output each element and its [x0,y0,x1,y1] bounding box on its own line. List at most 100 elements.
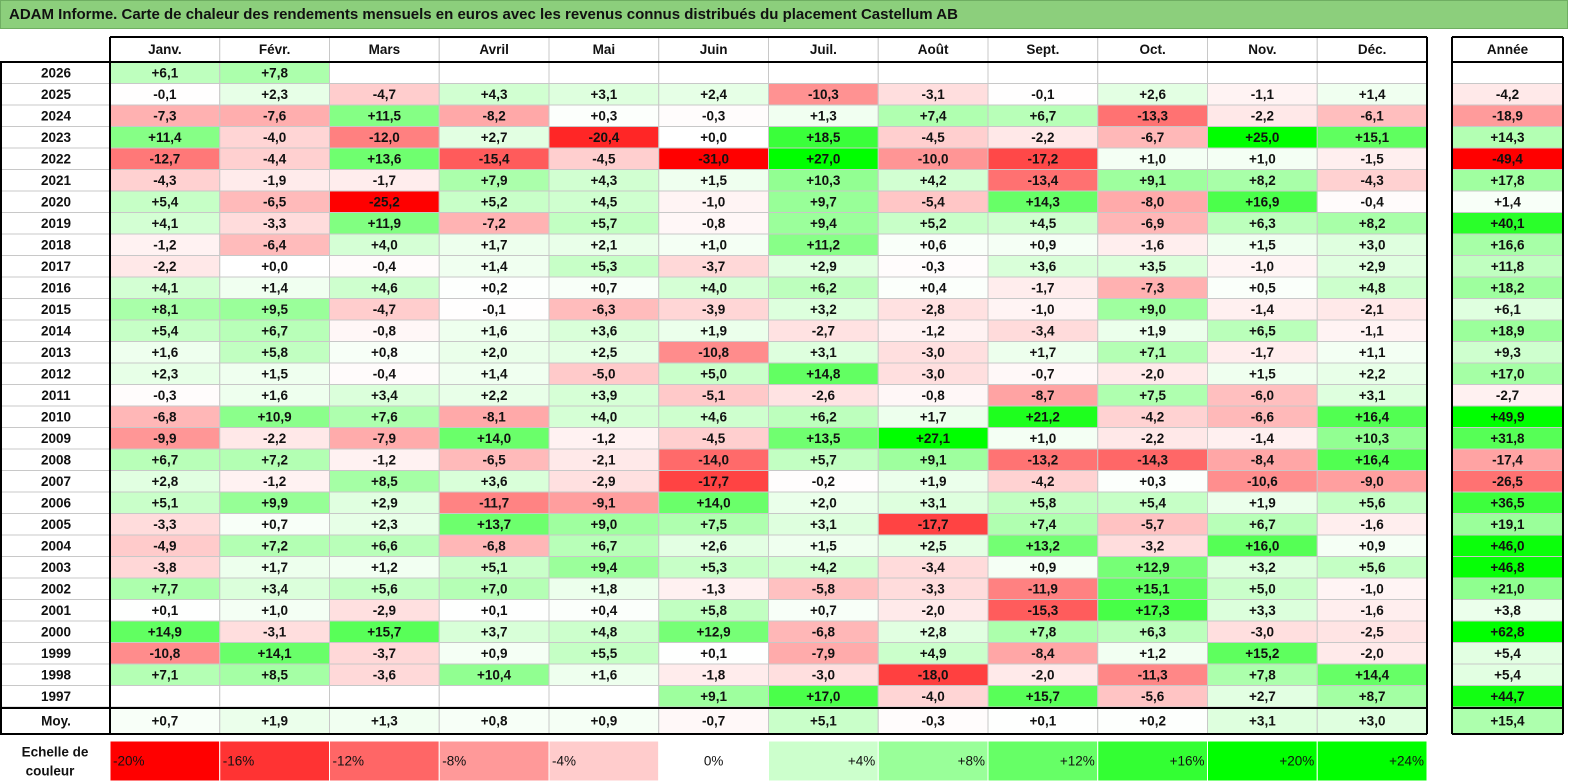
heatmap-cell-value: +0,1 [152,603,179,618]
heatmap-cell-value: +1,2 [1139,646,1166,661]
heatmap-cell [329,685,440,708]
heatmap-cell-value: -7,9 [373,431,396,446]
column-header-label: Août [918,42,949,57]
heatmap-cell-value: +10,3 [806,173,841,188]
average-cell-value: +3,0 [1359,714,1386,729]
heatmap-cell-value: +5,3 [591,259,618,274]
heatmap-cell-value: +0,5 [1249,280,1276,295]
heatmap-cell-value: +8,5 [371,474,398,489]
heatmap-cell-value: +3,1 [810,345,837,360]
heatmap-cell-value: +7,8 [261,65,288,80]
heatmap-cell-value: +5,6 [1359,495,1386,510]
heatmap-cell-value: +0,9 [481,646,508,661]
column-header-label: Nov. [1248,42,1276,57]
heatmap-cell-value: -4,0 [263,130,286,145]
heatmap-cell-value: -3,0 [1251,624,1274,639]
year-label: 1998 [41,667,72,682]
heatmap-cell-value: +1,4 [481,366,508,381]
heatmap-cell-value: -2,1 [592,452,616,467]
heatmap-cell-value: +3,0 [1359,237,1386,252]
heatmap-cell-value: -10,3 [808,87,839,102]
heatmap-cell-value: +5,4 [152,323,179,338]
heatmap-cell-value: -8,0 [1141,194,1164,209]
heatmap-cell-value: +6,6 [371,538,398,553]
year-label: 2002 [41,581,71,596]
column-header-cell [768,36,879,63]
average-cell [658,707,769,735]
heatmap-cell-value: +1,5 [810,538,837,553]
average-cell-value: +5,1 [810,714,837,729]
heatmap-cell-value: +14,1 [258,646,293,661]
heatmap-cell-value: +2,6 [1139,87,1166,102]
heatmap-cell-value: +21,2 [1026,409,1060,424]
heatmap-cell-value: +3,6 [481,474,508,489]
annual-cell-value: +44,7 [1490,689,1524,704]
heatmap-cell-value: +1,5 [1249,237,1276,252]
heatmap-cell-value: +1,0 [1139,151,1166,166]
heatmap-cell-value: +27,1 [916,431,951,446]
column-header-cell [1207,36,1318,63]
heatmap-cell-value: -12,7 [149,151,180,166]
heatmap-cell-value: -1,6 [1360,603,1384,618]
year-label: 2016 [41,280,72,295]
annual-cell-value: -18,9 [1492,108,1523,123]
heatmap-cell-value: +1,7 [261,560,288,575]
year-label: 2003 [41,560,72,575]
heatmap-cell-value: +2,8 [920,624,947,639]
heatmap-cell-value: +1,7 [920,409,947,424]
heatmap-cell-value: -9,0 [1360,474,1383,489]
heatmap-cell-value: -1,2 [921,323,944,338]
year-label: 2021 [41,173,72,188]
heatmap-cell-value: +5,7 [810,452,837,467]
heatmap-cell-value: +5,4 [1139,495,1166,510]
heatmap-cell-value: -0,8 [702,216,726,231]
heatmap-cell-value: +0,7 [261,517,288,532]
heatmap-cell-value: -6,7 [1141,130,1164,145]
heatmap-cell-value: -15,3 [1027,603,1058,618]
heatmap-cell-value: +8,7 [1359,689,1386,704]
year-label: 2023 [41,130,72,145]
heatmap-cell-value: +5,8 [261,345,288,360]
heatmap-cell-value: +13,6 [367,151,402,166]
heatmap-cell-value: -4,0 [921,689,944,704]
average-cell-value: +0,8 [481,714,508,729]
heatmap-cell-value: +4,0 [700,280,727,295]
heatmap-cell-value: +0,0 [261,259,288,274]
color-scale-swatch [768,740,879,782]
year-label: 2015 [41,302,72,317]
heatmap-cell-value: -0,2 [812,474,835,489]
heatmap-cell-value: +1,5 [700,173,727,188]
heatmap-cell-value: -1,7 [1251,345,1274,360]
annual-cell-value: +11,8 [1491,259,1525,274]
heatmap-cell-value: +7,1 [1139,345,1166,360]
heatmap-cell-value: -1,2 [153,237,176,252]
color-scale-swatch [1316,740,1428,782]
column-header-label: Mars [369,42,401,57]
heatmap-cell-value: +1,6 [152,345,179,360]
heatmap-cell-value: -3,1 [263,624,287,639]
heatmap-cell-value: +0,8 [371,345,398,360]
annual-cell-value: +21,0 [1490,581,1524,596]
column-header-label: Déc. [1358,42,1387,57]
heatmap-cell-value: -2,6 [812,388,836,403]
heatmap-cell-value: +0,1 [481,603,508,618]
annual-cell-value: +9,3 [1494,345,1521,360]
heatmap-cell-value: +4,0 [591,409,618,424]
heatmap-cell-value: +1,1 [1359,345,1386,360]
heatmap-cell-value: +7,4 [1030,517,1057,532]
annual-cell-value: +5,4 [1494,646,1521,661]
heatmap-cell-value: +2,2 [1359,366,1386,381]
heatmap-cell-value: +4,5 [591,194,618,209]
heatmap-cell [219,685,330,708]
heatmap-cell-value: -0,8 [373,323,397,338]
heatmap-cell-value: +6,7 [152,452,179,467]
heatmap-cell-value: -10,8 [698,345,729,360]
heatmap-cell-value: -7,9 [812,646,835,661]
average-cell [1316,707,1428,735]
heatmap-cell-value: -6,8 [812,624,836,639]
heatmap-cell-value: -12,0 [369,130,400,145]
heatmap-cell-value: -0,8 [921,388,945,403]
heatmap-cell-value: +1,2 [371,560,398,575]
heatmap-cell-value: -1,1 [1360,323,1384,338]
